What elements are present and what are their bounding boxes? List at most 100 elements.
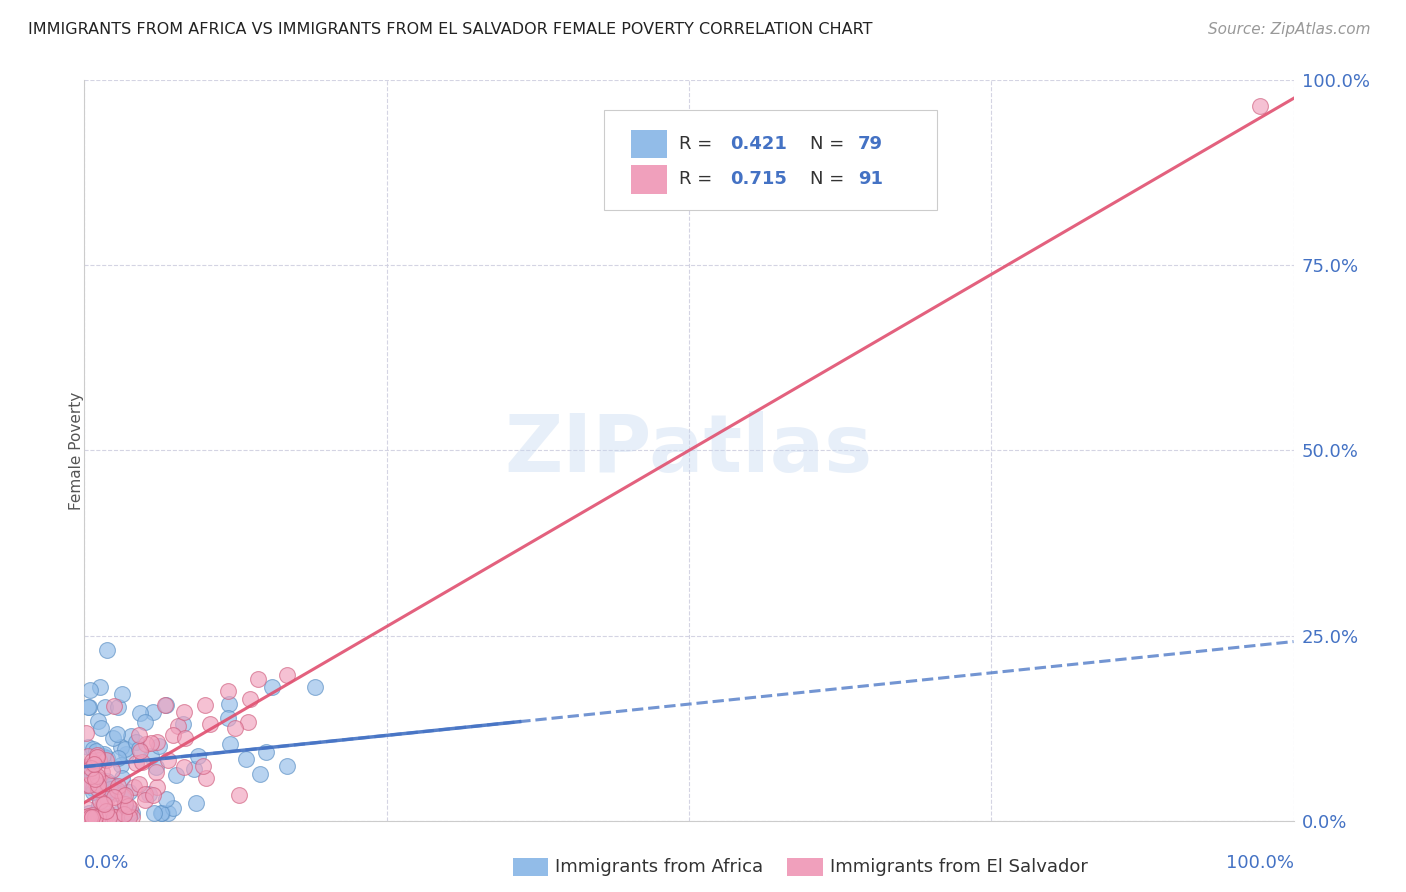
Point: [75, 778, 97, 792]
Point: [105, 786, 128, 800]
Point: [173, 706, 195, 720]
Point: [114, 742, 136, 756]
Point: [86, 750, 108, 764]
Point: [165, 768, 187, 782]
Point: [93, 747, 115, 762]
Point: [87, 714, 110, 729]
Point: [121, 806, 143, 821]
Point: [91, 810, 114, 824]
Point: [86, 747, 108, 762]
Point: [118, 810, 141, 824]
Point: [125, 734, 148, 748]
Point: [155, 791, 177, 805]
Point: [173, 731, 195, 745]
Point: [118, 806, 141, 821]
Point: [103, 699, 125, 714]
Point: [276, 668, 298, 682]
Point: [76, 700, 98, 714]
Point: [139, 736, 162, 750]
Text: ZIPatlas: ZIPatlas: [505, 411, 873, 490]
Point: [150, 806, 173, 821]
Point: [79, 682, 101, 697]
FancyBboxPatch shape: [631, 130, 668, 158]
Point: [111, 687, 134, 701]
Point: [114, 789, 136, 803]
Point: [148, 739, 170, 754]
Point: [128, 742, 150, 756]
Point: [142, 789, 165, 803]
Point: [121, 810, 143, 824]
FancyBboxPatch shape: [605, 110, 936, 210]
Point: [115, 747, 138, 761]
Y-axis label: Female Poverty: Female Poverty: [69, 392, 83, 509]
Point: [96, 773, 118, 788]
Point: [254, 745, 277, 759]
Point: [84, 772, 107, 787]
Point: [101, 778, 124, 792]
Point: [114, 797, 136, 812]
Point: [94, 810, 117, 824]
Point: [96, 804, 118, 818]
Point: [150, 806, 173, 821]
Point: [235, 752, 257, 766]
Point: [134, 793, 156, 807]
Point: [86, 750, 108, 764]
Point: [249, 766, 271, 780]
Point: [224, 721, 246, 735]
Point: [135, 737, 157, 751]
Point: [146, 734, 169, 748]
Point: [276, 758, 298, 772]
Point: [75, 810, 97, 824]
Point: [98, 810, 121, 824]
Point: [98, 782, 121, 797]
Point: [304, 680, 326, 694]
Point: [104, 810, 127, 824]
Point: [100, 785, 122, 799]
Point: [187, 748, 209, 763]
Point: [82, 742, 104, 756]
Point: [86, 744, 108, 758]
Point: [105, 783, 128, 797]
Point: [128, 777, 150, 791]
Point: [101, 763, 124, 777]
Point: [80, 807, 103, 822]
Point: [75, 777, 97, 791]
Point: [89, 794, 111, 808]
Point: [108, 806, 131, 821]
Point: [83, 810, 105, 824]
Point: [75, 760, 97, 774]
Point: [155, 698, 177, 712]
Point: [94, 700, 117, 714]
Point: [75, 726, 97, 740]
Point: [107, 751, 129, 765]
Point: [134, 715, 156, 730]
Point: [117, 798, 139, 813]
Point: [162, 727, 184, 741]
Point: [142, 806, 165, 821]
Text: IMMIGRANTS FROM AFRICA VS IMMIGRANTS FROM EL SALVADOR FEMALE POVERTY CORRELATION: IMMIGRANTS FROM AFRICA VS IMMIGRANTS FRO…: [28, 22, 873, 37]
Point: [118, 785, 141, 799]
Point: [77, 740, 100, 755]
Point: [228, 788, 250, 802]
Point: [80, 769, 103, 783]
Text: Source: ZipAtlas.com: Source: ZipAtlas.com: [1208, 22, 1371, 37]
Point: [87, 772, 110, 787]
Point: [105, 727, 128, 741]
Point: [118, 801, 141, 815]
Point: [262, 680, 284, 694]
Point: [94, 753, 117, 767]
Point: [91, 797, 114, 811]
Point: [80, 754, 103, 768]
Point: [76, 802, 98, 816]
Point: [77, 810, 100, 824]
Point: [183, 762, 205, 776]
Point: [75, 810, 97, 824]
Point: [96, 751, 118, 765]
Point: [91, 748, 114, 763]
Point: [157, 753, 180, 767]
Point: [96, 643, 118, 657]
Point: [157, 806, 180, 821]
Point: [82, 784, 104, 798]
Point: [96, 775, 118, 789]
Point: [115, 806, 138, 821]
